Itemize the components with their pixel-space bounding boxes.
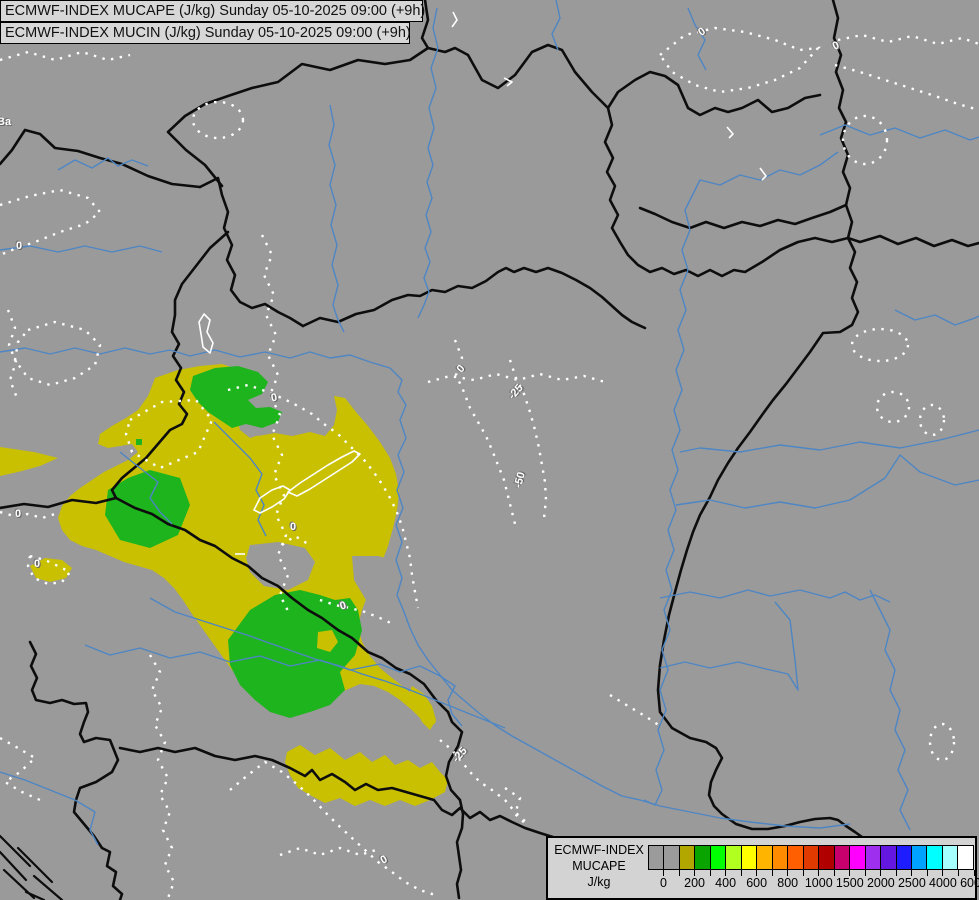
legend-model-label: ECMWF-INDEX	[554, 843, 644, 857]
legend-tick-label: 6000	[960, 876, 979, 890]
legend-tick-label: 600	[746, 876, 768, 890]
legend-color-swatch	[772, 846, 789, 869]
lake-balaton-outline	[287, 450, 361, 497]
legend-tick	[663, 870, 665, 876]
legend-color-swatch	[788, 846, 804, 869]
legend-color-swatch	[803, 846, 820, 869]
legend-tick-label: 200	[684, 876, 705, 890]
legend-tick-labels: 0 200 400 600 800 100015002000250040006000	[648, 876, 979, 892]
legend-color-swatch	[819, 846, 835, 869]
legend-tick	[802, 870, 804, 876]
legend-unit-label: J/kg	[587, 875, 611, 889]
legend-tick-label: 0	[660, 876, 667, 890]
legend-tick-label: 800	[777, 876, 799, 890]
legend-color-swatch	[695, 846, 711, 869]
rivers	[0, 0, 979, 846]
legend-tick	[849, 870, 851, 876]
lake-outlines	[198, 11, 767, 555]
legend-color-swatch	[710, 846, 727, 869]
legend-color-swatch	[911, 846, 928, 869]
legend-tick	[678, 870, 680, 876]
legend-tick	[771, 870, 773, 876]
legend-color-swatch	[958, 846, 973, 869]
map-title-mucin: ECMWF-INDEX MUCIN (J/kg) Sunday 05-10-20…	[0, 22, 411, 44]
legend-tick-label: 4000	[929, 876, 957, 890]
legend-tick	[942, 870, 944, 876]
legend-color-swatch	[679, 846, 696, 869]
legend-color-swatch	[942, 846, 959, 869]
legend-tick-label: 1000	[804, 876, 833, 890]
legend-tick-label: 1500	[835, 876, 864, 890]
legend-text: ECMWF-INDEX MUCAPE J/kg	[550, 842, 648, 890]
legend-parameter-label: MUCAPE	[572, 859, 626, 873]
legend-color-swatch	[649, 846, 665, 869]
legend-color-swatch	[850, 846, 866, 869]
legend-color-swatch	[757, 846, 773, 869]
legend-tick	[740, 870, 742, 876]
legend-color-swatch	[726, 846, 742, 869]
legend: ECMWF-INDEX MUCAPE J/kg 0 200 400 600 800 100…	[546, 836, 979, 900]
legend-color-swatch	[896, 846, 912, 869]
legend-tick	[787, 870, 789, 876]
legend-tick	[895, 870, 897, 876]
legend-tick-label: 2000	[866, 876, 895, 890]
legend-tick	[973, 870, 975, 876]
legend-tick-label: 400	[715, 876, 737, 890]
legend-tick	[880, 870, 882, 876]
legend-color-swatch	[881, 846, 897, 869]
legend-colorbar-area: 0 200 400 600 800 100015002000250040006000	[648, 845, 979, 893]
legend-tick	[926, 870, 928, 876]
legend-color-swatch	[664, 846, 680, 869]
map-title-mucape: ECMWF-INDEX MUCAPE (J/kg) Sunday 05-10-2…	[0, 0, 425, 22]
legend-tick	[957, 870, 959, 876]
legend-tick-label: 2500	[897, 876, 926, 890]
legend-color-swatch	[865, 846, 882, 869]
legend-color-swatch	[927, 846, 943, 869]
legend-color-swatch	[741, 846, 758, 869]
legend-ticks	[648, 870, 975, 876]
legend-tick	[709, 870, 711, 876]
legend-tick	[818, 870, 820, 876]
coastline-hatching	[0, 834, 64, 900]
lake-neusiedl-outline	[198, 313, 214, 354]
legend-tick	[833, 870, 835, 876]
legend-tick	[725, 870, 727, 876]
legend-tick	[911, 870, 913, 876]
legend-colorbar	[648, 845, 974, 870]
legend-tick	[864, 870, 866, 876]
mucin-contours	[0, 26, 979, 899]
legend-tick	[694, 870, 696, 876]
legend-tick	[756, 870, 758, 876]
legend-color-swatch	[834, 846, 851, 869]
